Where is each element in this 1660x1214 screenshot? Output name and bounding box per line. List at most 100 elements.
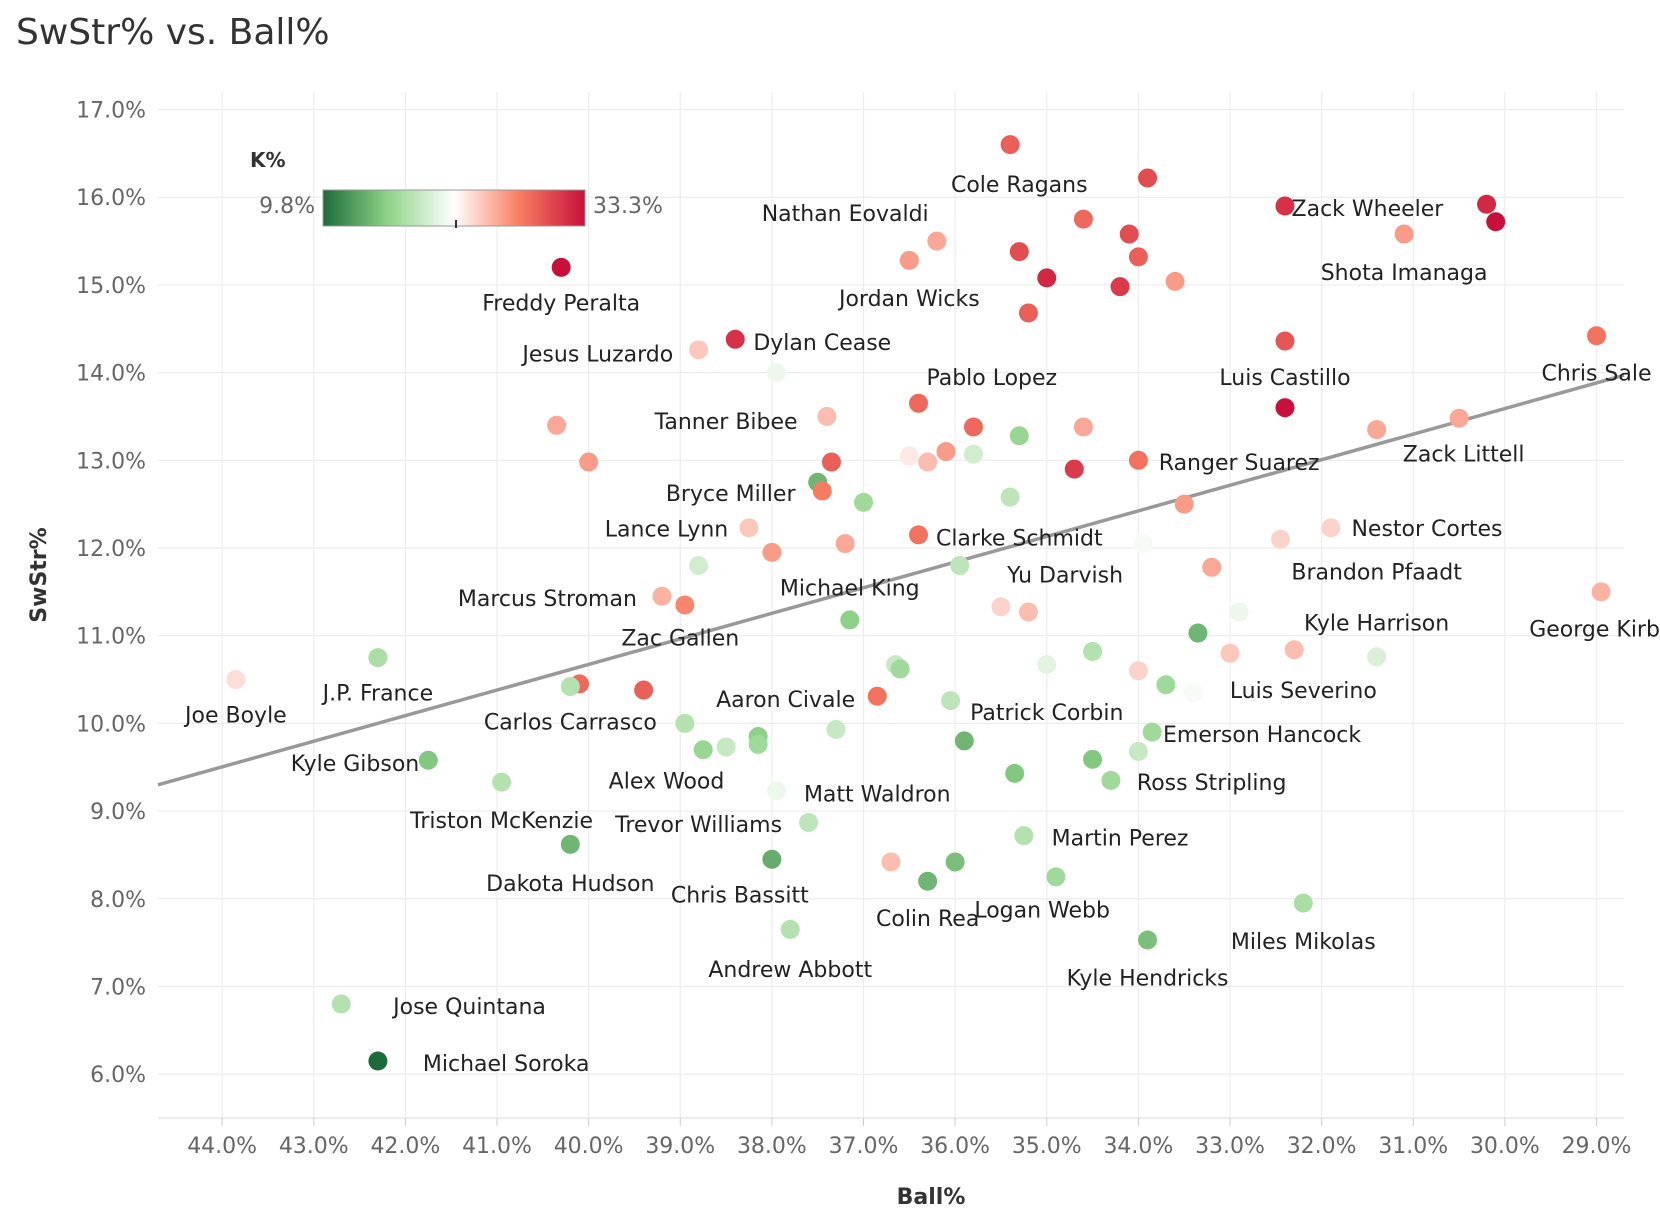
data-point[interactable]: [950, 556, 970, 576]
data-point[interactable]: [689, 556, 709, 576]
data-point[interactable]: [1064, 459, 1084, 479]
data-point[interactable]: [725, 329, 745, 349]
data-point[interactable]: [945, 852, 965, 872]
data-point[interactable]: [1321, 518, 1341, 538]
data-point[interactable]: [899, 250, 919, 270]
data-point[interactable]: [560, 834, 580, 854]
data-point[interactable]: [716, 737, 736, 757]
data-point[interactable]: [821, 452, 841, 472]
data-point[interactable]: [492, 772, 512, 792]
data-point[interactable]: [1128, 450, 1148, 470]
data-point[interactable]: [1275, 331, 1295, 351]
data-point[interactable]: [634, 680, 654, 700]
data-point[interactable]: [908, 393, 928, 413]
data-point[interactable]: [1018, 303, 1038, 323]
data-point[interactable]: [1587, 326, 1607, 346]
data-point[interactable]: [840, 610, 860, 630]
data-point[interactable]: [1101, 770, 1121, 790]
data-point[interactable]: [547, 415, 567, 435]
data-point[interactable]: [927, 231, 947, 251]
data-point[interactable]: [762, 542, 782, 562]
data-point[interactable]: [675, 595, 695, 615]
data-point[interactable]: [1188, 623, 1208, 643]
data-point[interactable]: [1073, 209, 1093, 229]
data-point[interactable]: [1220, 643, 1240, 663]
data-point[interactable]: [835, 534, 855, 554]
data-point[interactable]: [881, 852, 901, 872]
data-point[interactable]: [941, 691, 961, 711]
data-point[interactable]: [918, 452, 938, 472]
data-point[interactable]: [1009, 242, 1029, 262]
data-point[interactable]: [1367, 420, 1387, 440]
data-point[interactable]: [1119, 224, 1139, 244]
data-point[interactable]: [368, 648, 388, 668]
data-point[interactable]: [1367, 647, 1387, 667]
data-point[interactable]: [1229, 602, 1249, 622]
data-point[interactable]: [1138, 168, 1158, 188]
data-point[interactable]: [1128, 661, 1148, 681]
data-point[interactable]: [867, 686, 887, 706]
data-point[interactable]: [762, 849, 782, 869]
data-point[interactable]: [693, 740, 713, 760]
data-point[interactable]: [1037, 268, 1057, 288]
data-point[interactable]: [1046, 867, 1066, 887]
data-point[interactable]: [963, 444, 983, 464]
data-point[interactable]: [954, 731, 974, 751]
data-point[interactable]: [1128, 247, 1148, 267]
data-point[interactable]: [1083, 749, 1103, 769]
data-point[interactable]: [1000, 487, 1020, 507]
data-point[interactable]: [331, 994, 351, 1014]
data-point[interactable]: [739, 518, 759, 538]
data-point[interactable]: [1133, 534, 1153, 554]
data-point[interactable]: [1142, 722, 1162, 742]
data-point[interactable]: [1073, 417, 1093, 437]
data-point[interactable]: [1275, 398, 1295, 418]
data-point[interactable]: [368, 1051, 388, 1071]
data-point[interactable]: [1014, 826, 1034, 846]
data-point[interactable]: [1128, 741, 1148, 761]
data-point[interactable]: [1449, 408, 1469, 428]
data-point[interactable]: [1486, 212, 1506, 232]
data-point[interactable]: [579, 452, 599, 472]
data-point[interactable]: [1018, 602, 1038, 622]
data-point[interactable]: [1165, 271, 1185, 291]
data-point[interactable]: [1293, 893, 1313, 913]
data-point[interactable]: [1000, 135, 1020, 155]
data-point[interactable]: [1156, 675, 1176, 695]
data-point[interactable]: [936, 442, 956, 462]
data-point[interactable]: [963, 417, 983, 437]
data-point[interactable]: [748, 734, 768, 754]
data-point[interactable]: [826, 720, 846, 740]
data-point[interactable]: [854, 492, 874, 512]
data-point[interactable]: [1083, 641, 1103, 661]
data-point[interactable]: [766, 363, 786, 383]
data-point[interactable]: [799, 812, 819, 832]
data-point[interactable]: [1037, 655, 1057, 675]
data-point[interactable]: [1477, 194, 1497, 214]
data-point[interactable]: [675, 713, 695, 733]
data-point[interactable]: [766, 781, 786, 801]
data-point[interactable]: [1202, 557, 1222, 577]
data-point[interactable]: [1394, 224, 1414, 244]
data-point[interactable]: [812, 481, 832, 501]
data-point[interactable]: [1275, 196, 1295, 216]
data-point[interactable]: [890, 659, 910, 679]
data-point[interactable]: [1110, 277, 1130, 297]
data-point[interactable]: [1138, 930, 1158, 950]
data-point[interactable]: [899, 446, 919, 466]
data-point[interactable]: [1591, 582, 1611, 602]
data-point[interactable]: [918, 871, 938, 891]
data-point[interactable]: [1284, 640, 1304, 660]
data-point[interactable]: [551, 257, 571, 277]
data-point[interactable]: [418, 750, 438, 770]
data-point[interactable]: [817, 406, 837, 426]
data-point[interactable]: [991, 597, 1011, 617]
data-point[interactable]: [1009, 426, 1029, 446]
data-point[interactable]: [226, 670, 246, 690]
data-point[interactable]: [560, 677, 580, 697]
data-point[interactable]: [1270, 529, 1290, 549]
data-point[interactable]: [1174, 494, 1194, 514]
data-point[interactable]: [689, 340, 709, 360]
data-point[interactable]: [1005, 763, 1025, 783]
data-point[interactable]: [652, 586, 672, 606]
